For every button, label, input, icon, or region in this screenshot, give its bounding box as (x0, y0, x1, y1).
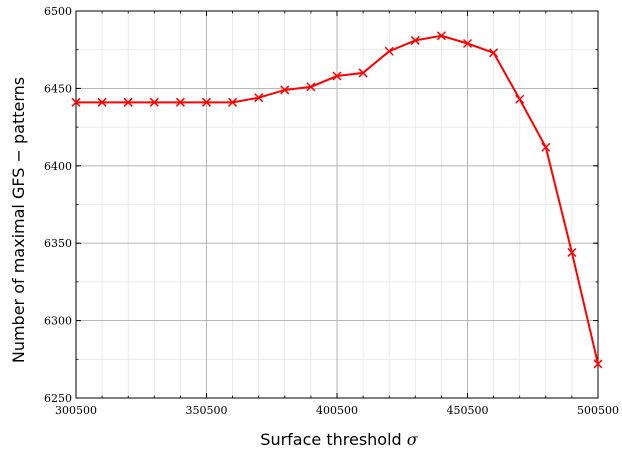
data-point-marker (384, 46, 394, 56)
data-point-marker (462, 38, 473, 49)
axis-ticks (75, 10, 599, 399)
data-point-marker (228, 97, 238, 107)
y-tick-label: 6350 (44, 237, 72, 250)
data-point-marker (489, 48, 499, 58)
data-point-marker (123, 97, 133, 107)
x-tick-label: 350500 (186, 404, 228, 417)
data-point-marker (567, 247, 577, 258)
data-point-marker (201, 97, 212, 107)
y-axis-label: Number of maximal GFS − patterns (9, 77, 28, 363)
data-point-marker (515, 94, 525, 104)
tick-labels: 300500 350500 400500 450500 500500 6250 6300 63… (44, 5, 619, 417)
data-point-marker (97, 97, 107, 107)
data-point-marker (254, 93, 264, 103)
x-tick-label: 300500 (55, 404, 97, 417)
data-point-marker (149, 97, 159, 107)
data-point-marker (593, 359, 603, 369)
x-tick-label: 450500 (447, 404, 489, 417)
data-point-marker (332, 71, 342, 81)
y-tick-label: 6400 (44, 160, 72, 173)
x-tick-label: 400500 (316, 404, 358, 417)
y-tick-label: 6300 (44, 315, 72, 328)
series-markers (71, 31, 603, 369)
x-tick-label: 500500 (577, 404, 619, 417)
y-tick-label: 6500 (44, 5, 72, 18)
data-point-marker (358, 68, 368, 78)
y-tick-label: 6250 (44, 392, 72, 405)
data-point-marker (541, 142, 551, 152)
data-point-marker (436, 31, 446, 41)
data-point-marker (410, 35, 420, 45)
data-point-marker (280, 85, 290, 95)
y-tick-label: 6450 (44, 82, 72, 95)
data-point-marker (71, 97, 81, 107)
data-point-marker (175, 97, 185, 107)
x-axis-label: Surface threshold σ (260, 430, 418, 449)
data-point-marker (306, 82, 316, 92)
